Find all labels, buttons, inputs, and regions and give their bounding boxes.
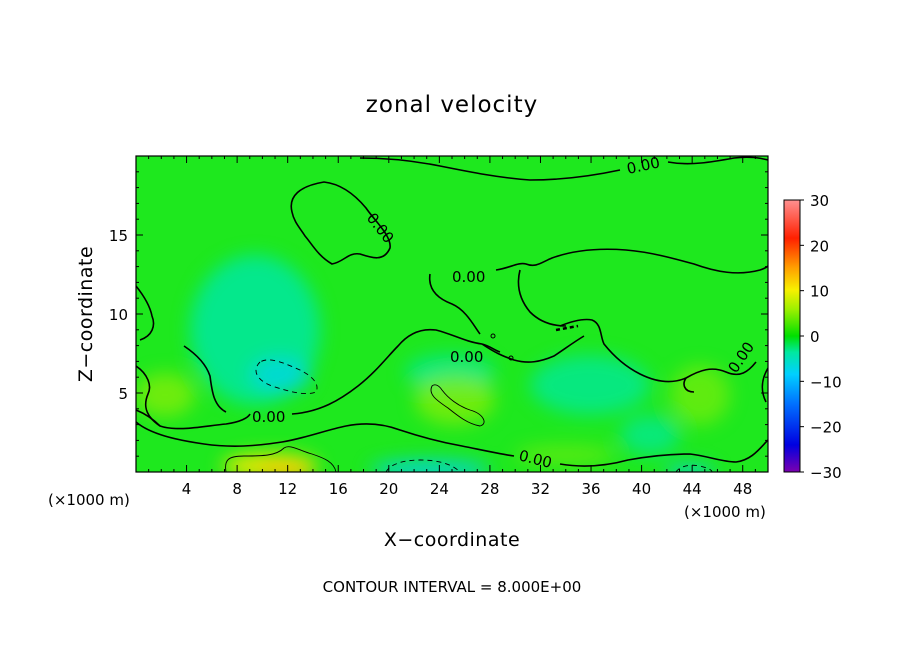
contour-zero (183, 345, 227, 413)
x-tick-label: 16 (329, 480, 348, 498)
contour-zero (481, 335, 585, 363)
contour-label: 0.00 (450, 348, 483, 366)
x-axis-ticks: 4 8 12 16 20 24 28 32 36 40 44 48 (148, 156, 756, 498)
contour-zero (136, 421, 515, 457)
contour-label: 0.00 (252, 408, 285, 426)
contour-zero (290, 181, 391, 265)
colorbar (783, 199, 801, 473)
contour-dot (508, 355, 514, 361)
field-blob (415, 375, 495, 425)
contour-zero (559, 318, 757, 383)
contour-negative (385, 459, 461, 472)
colorbar-tick-label: −10 (810, 373, 842, 391)
x-tick-label: 28 (480, 480, 499, 498)
contour-interval-note: CONTOUR INTERVAL = 8.000E+00 (323, 578, 582, 596)
contour-zero (291, 328, 483, 415)
contour-zero (761, 367, 768, 403)
contour-dot (490, 333, 496, 339)
contour-zero (683, 377, 695, 393)
contour-zero (136, 365, 251, 430)
x-tick-label: 24 (430, 480, 449, 498)
colorbar-tick-label: 0 (810, 328, 820, 346)
field-blob (530, 355, 650, 415)
contour-zero (495, 248, 768, 274)
contour-segment (555, 324, 579, 332)
z-unit-note: (×1000 m) (48, 491, 130, 509)
contour-positive (225, 446, 337, 472)
field-blob (257, 464, 313, 472)
y-axis-label: Z−coordinate (75, 246, 97, 382)
negative-contours (255, 359, 713, 472)
colorbar-tick-label: −30 (810, 464, 842, 482)
x-tick-label: 20 (379, 480, 398, 498)
x-axis-label: X−coordinate (384, 529, 520, 551)
colorbar-tick-label: 10 (810, 283, 829, 301)
x-tick-label: 44 (683, 480, 702, 498)
positive-contours (225, 384, 485, 472)
colorbar-tick-label: 20 (810, 237, 829, 255)
contour-zero (428, 273, 481, 335)
field-blob (515, 445, 615, 465)
y-tick-label: 5 (118, 385, 128, 403)
contour-zero (136, 285, 155, 341)
x-tick-label: 32 (531, 480, 550, 498)
contour-zero (136, 409, 161, 427)
chart-title: zonal velocity (366, 92, 538, 118)
contour-negative (255, 359, 318, 395)
y-tick-label: 10 (109, 306, 128, 324)
contour-lines (136, 156, 768, 467)
y-tick-label: 15 (109, 227, 128, 245)
x-tick-label: 4 (182, 480, 192, 498)
colorbar-tick-label: −20 (810, 419, 842, 437)
velocity-field (136, 156, 768, 472)
contour-zero (667, 156, 768, 165)
x-tick-label: 40 (632, 480, 651, 498)
contour-negative (675, 464, 713, 472)
contour-positive (430, 384, 485, 427)
colorbar-tick-label: 30 (810, 192, 829, 210)
x-unit-note: (×1000 m) (684, 503, 766, 521)
field-blob (136, 373, 195, 417)
contour-zero (517, 269, 567, 327)
contour-zero (359, 157, 621, 181)
contour-zero (481, 343, 501, 353)
contour-label: 0.00 (452, 268, 485, 286)
colorbar-ticks: 30 20 10 0 −10 −20 −30 (800, 192, 842, 482)
y-axis-ticks: 5 10 15 (109, 171, 768, 457)
field-blob (370, 460, 490, 472)
x-tick-label: 36 (581, 480, 600, 498)
contour-zero (559, 439, 768, 467)
field-blob (250, 357, 310, 393)
x-tick-label: 48 (733, 480, 752, 498)
x-tick-label: 12 (278, 480, 297, 498)
field-blob (620, 415, 680, 455)
x-tick-label: 8 (232, 480, 242, 498)
field-blob (670, 365, 730, 425)
